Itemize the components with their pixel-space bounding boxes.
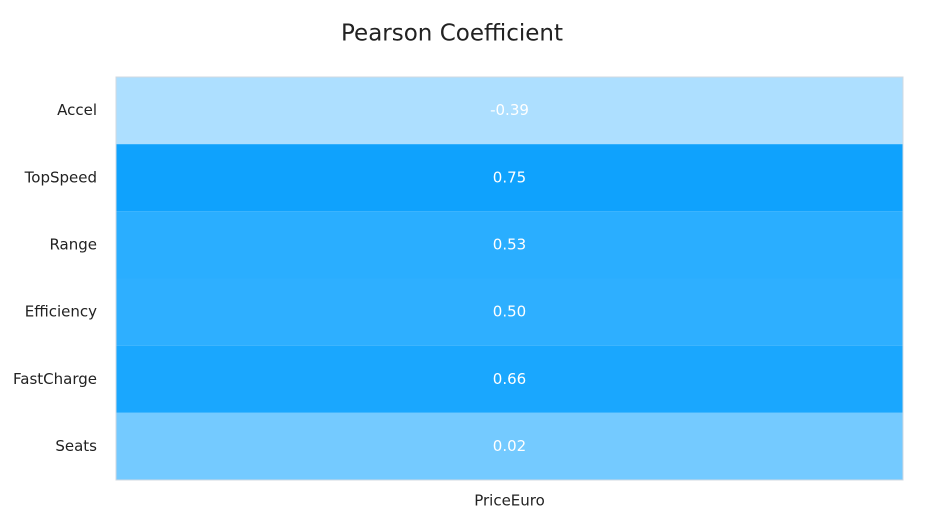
heatmap-cell <box>116 412 903 480</box>
cell-label: -0.39 <box>490 101 529 119</box>
cell-label: 0.50 <box>493 303 526 321</box>
heatmap-cell <box>116 211 903 279</box>
plot-border <box>115 76 904 481</box>
heatmap-cell <box>116 144 903 212</box>
heatmap-cell <box>116 77 903 145</box>
cell-label: 0.53 <box>493 235 526 253</box>
y-tick-label: FastCharge <box>13 370 97 388</box>
y-tick-label: Efficiency <box>25 303 97 321</box>
heatmap-cell <box>116 345 903 413</box>
y-tick-label: Range <box>49 235 97 253</box>
chart-title: Pearson Coefficient <box>341 21 563 47</box>
y-tick-label: Seats <box>55 437 97 455</box>
x-tick-label: PriceEuro <box>474 492 545 510</box>
cell-label: 0.02 <box>493 437 526 455</box>
cell-label: 0.66 <box>493 370 526 388</box>
y-tick-label: Accel <box>57 101 97 119</box>
heatmap-cell <box>116 278 903 346</box>
y-tick-label: TopSpeed <box>24 168 97 186</box>
cell-label: 0.75 <box>493 168 526 186</box>
